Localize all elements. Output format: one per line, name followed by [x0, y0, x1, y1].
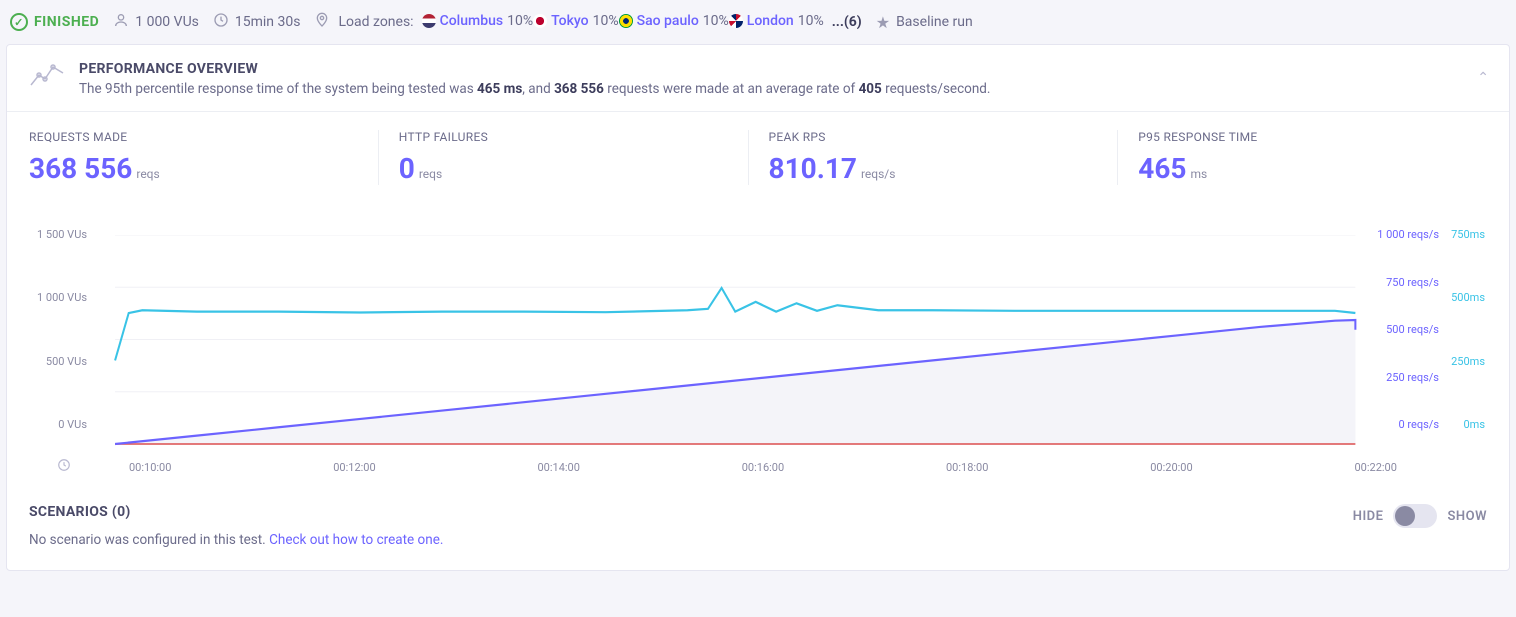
- metric-label: PEAK RPS: [769, 130, 1098, 144]
- test-header: ✓ FINISHED 1 000 VUs 15min 30s Load zone…: [0, 0, 1516, 44]
- metric-value: 810.17reqs/s: [769, 152, 1098, 185]
- chart-svg: [29, 235, 1487, 455]
- x-tick: 00:16:00: [742, 461, 784, 474]
- metric-value: 368 556reqs: [29, 152, 358, 185]
- metric: PEAK RPS 810.17reqs/s: [749, 130, 1119, 185]
- axis-tick: 0 VUs: [29, 418, 87, 431]
- load-zone[interactable]: Columbus 10%: [422, 13, 534, 29]
- hide-show-toggle[interactable]: [1393, 504, 1437, 528]
- scenarios-description: No scenario was configured in this test.…: [29, 532, 443, 548]
- axis-tick: 500ms: [1451, 291, 1485, 304]
- overview-desc-text: requests were made at an average rate of: [604, 81, 859, 97]
- star-icon: ★: [876, 13, 890, 32]
- clock-icon: [213, 12, 229, 32]
- baseline-label: Baseline run: [896, 14, 973, 30]
- show-label: SHOW: [1447, 509, 1487, 524]
- duration-summary: 15min 30s: [213, 12, 301, 32]
- zone-name: Columbus: [440, 13, 504, 29]
- baseline-run[interactable]: ★ Baseline run: [876, 13, 973, 32]
- overview-desc-text: The 95th percentile response time of the…: [79, 81, 477, 97]
- zone-pct: 10%: [798, 13, 824, 29]
- metric: REQUESTS MADE 368 556reqs: [29, 130, 379, 185]
- metric-label: P95 RESPONSE TIME: [1138, 130, 1467, 144]
- zone-pct: 10%: [703, 13, 729, 29]
- user-icon: [113, 12, 129, 32]
- flag-icon: [729, 14, 743, 28]
- scenarios-link[interactable]: Check out how to create one.: [269, 532, 443, 548]
- metric-unit: reqs: [419, 167, 442, 181]
- overview-desc-text: requests/second.: [882, 81, 991, 97]
- vus-text: 1 000 VUs: [135, 14, 199, 30]
- zone-name: London: [747, 13, 794, 29]
- overview-p95: 465 ms: [477, 81, 522, 97]
- zone-pct: 10%: [593, 13, 619, 29]
- overview-header[interactable]: PERFORMANCE OVERVIEW The 95th percentile…: [7, 45, 1509, 112]
- metric: P95 RESPONSE TIME 465ms: [1118, 130, 1487, 185]
- load-zone[interactable]: London 10%: [729, 13, 824, 29]
- scenarios-title: SCENARIOS (0): [29, 504, 443, 520]
- clock-icon: [57, 458, 71, 476]
- x-axis: 00:10:00 00:12:00 00:14:00 00:16:00 00:18:00…: [29, 455, 1487, 474]
- flag-icon: [533, 14, 547, 28]
- analytics-icon: [29, 61, 65, 91]
- load-zone[interactable]: Tokyo 10%: [533, 13, 619, 29]
- check-circle-icon: ✓: [10, 13, 28, 31]
- x-tick: 00:12:00: [333, 461, 375, 474]
- scenarios-section: SCENARIOS (0) No scenario was configured…: [7, 484, 1509, 570]
- more-zones[interactable]: ...(6): [832, 14, 862, 30]
- metric: HTTP FAILURES 0reqs: [379, 130, 749, 185]
- overview-card: PERFORMANCE OVERVIEW The 95th percentile…: [6, 44, 1510, 571]
- status-finished: ✓ FINISHED: [10, 13, 99, 31]
- load-zones-label: Load zones:: [338, 14, 413, 30]
- chevron-up-icon[interactable]: ⌃: [1477, 70, 1489, 86]
- overview-desc-text: , and: [522, 81, 554, 97]
- axis-tick: 0ms: [1463, 418, 1485, 431]
- metric-label: HTTP FAILURES: [399, 130, 728, 144]
- hide-label: HIDE: [1353, 509, 1384, 524]
- x-tick: 00:18:00: [946, 461, 988, 474]
- metric-unit: reqs: [136, 167, 159, 181]
- overview-reqs: 368 556: [554, 81, 604, 97]
- toggle-knob: [1395, 506, 1415, 526]
- duration-text: 15min 30s: [235, 14, 301, 30]
- axis-tick: 250ms: [1451, 355, 1485, 368]
- zone-name: Sao paulo: [637, 13, 699, 29]
- zone-pct: 10%: [507, 13, 533, 29]
- metric-unit: ms: [1190, 167, 1207, 181]
- axis-tick: 1 500 VUs: [29, 228, 87, 241]
- x-tick: 00:10:00: [129, 461, 171, 474]
- status-label: FINISHED: [34, 14, 99, 30]
- flag-icon: [619, 14, 633, 28]
- performance-chart: 00:10:00 00:12:00 00:14:00 00:16:00 00:18:00…: [7, 195, 1509, 484]
- zone-name: Tokyo: [551, 13, 589, 29]
- axis-tick: 0 reqs/s: [1398, 418, 1439, 431]
- load-zone[interactable]: Sao paulo 10%: [619, 13, 729, 29]
- axis-tick: 500 VUs: [29, 355, 87, 368]
- scenarios-desc-text: No scenario was configured in this test.: [29, 532, 269, 548]
- load-zones: Load zones: Columbus 10%Tokyo 10%Sao pau…: [314, 12, 861, 32]
- axis-tick: 750ms: [1451, 228, 1485, 241]
- x-tick: 00:14:00: [538, 461, 580, 474]
- metric-value: 465ms: [1138, 152, 1467, 185]
- metrics-row: REQUESTS MADE 368 556reqs HTTP FAILURES 0re…: [7, 112, 1509, 195]
- x-tick: 00:20:00: [1150, 461, 1192, 474]
- axis-tick: 500 reqs/s: [1386, 323, 1439, 336]
- axis-tick: 250 reqs/s: [1386, 371, 1439, 384]
- scenarios-toggle-group: HIDE SHOW: [1353, 504, 1487, 528]
- flag-icon: [422, 14, 436, 28]
- axis-tick: 1 000 reqs/s: [1377, 228, 1439, 241]
- location-icon: [314, 12, 330, 32]
- vus-summary: 1 000 VUs: [113, 12, 199, 32]
- axis-tick: 1 000 VUs: [29, 291, 87, 304]
- overview-title: PERFORMANCE OVERVIEW: [79, 61, 991, 77]
- zones-list: Columbus 10%Tokyo 10%Sao paulo 10%London…: [422, 13, 824, 32]
- axis-tick: 750 reqs/s: [1386, 276, 1439, 289]
- metric-value: 0reqs: [399, 152, 728, 185]
- x-tick: 00:22:00: [1355, 461, 1397, 474]
- overview-rate: 405: [859, 81, 882, 97]
- overview-description: The 95th percentile response time of the…: [79, 81, 991, 97]
- metric-label: REQUESTS MADE: [29, 130, 358, 144]
- metric-unit: reqs/s: [861, 167, 895, 181]
